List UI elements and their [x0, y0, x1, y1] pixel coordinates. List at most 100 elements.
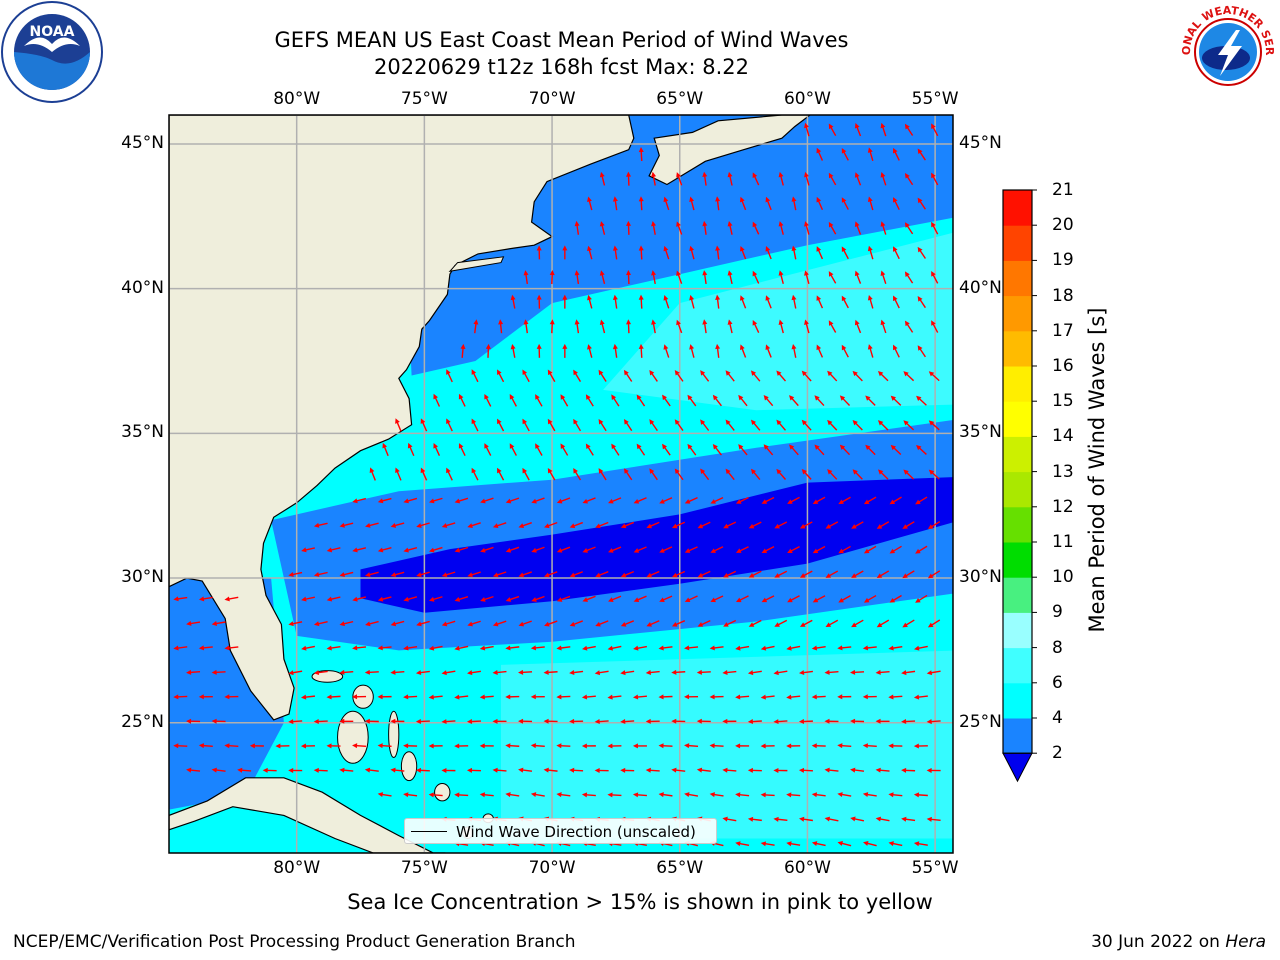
- lon-label-top: 55°W: [911, 89, 959, 109]
- wave-arrowhead: [662, 443, 667, 450]
- wave-arrowhead: [636, 394, 642, 401]
- wave-arrowhead: [536, 294, 542, 300]
- wave-arrowhead: [841, 246, 847, 252]
- wave-arrowhead: [649, 419, 655, 425]
- wave-arrowhead: [778, 171, 784, 178]
- wave-arrowhead: [377, 645, 383, 651]
- wave-arrowhead: [671, 767, 677, 773]
- colorbar-tick-label: 15: [1052, 391, 1074, 412]
- wave-arrowhead: [735, 645, 741, 651]
- wave-arrowhead: [725, 468, 731, 475]
- wave-arrowhead: [587, 344, 592, 350]
- colorbar-tick-label: 14: [1052, 426, 1074, 447]
- wave-arrowhead: [799, 816, 805, 822]
- wave-arrowhead: [485, 343, 491, 349]
- wave-arrowhead: [927, 524, 934, 530]
- wave-arrowhead: [543, 718, 549, 724]
- wave-arrowhead: [702, 171, 708, 178]
- wave-arrowhead: [735, 548, 742, 553]
- wave-arrowhead: [752, 270, 758, 277]
- wave-arrowhead: [761, 499, 768, 504]
- wave-arrowhead: [658, 792, 664, 798]
- wave-arrowhead: [224, 743, 230, 749]
- wave-arrowhead: [854, 221, 860, 227]
- wave-arrowhead: [676, 270, 681, 277]
- wave-arrowhead: [811, 645, 818, 651]
- wave-arrowhead: [569, 523, 576, 529]
- wave-arrowhead: [377, 498, 384, 504]
- wave-arrowhead: [441, 767, 447, 773]
- wave-arrowhead: [865, 395, 871, 401]
- wave-arrowhead: [403, 547, 409, 553]
- wave-arrowhead: [709, 792, 715, 798]
- wave-arrowhead: [505, 645, 511, 651]
- lon-label-top: 75°W: [400, 89, 448, 109]
- wave-arrowhead: [876, 524, 883, 529]
- wave-arrowhead: [814, 395, 820, 401]
- lon-label-bottom: 75°W: [400, 858, 448, 878]
- wave-arrowhead: [889, 499, 896, 505]
- wave-arrowhead: [651, 171, 657, 178]
- wave-arrowhead: [638, 196, 644, 202]
- wave-arrowhead: [689, 245, 695, 252]
- wave-arrowhead: [173, 645, 179, 651]
- wave-arrowhead: [735, 792, 741, 798]
- wave-arrowhead: [471, 418, 477, 425]
- wave-arrowhead: [623, 468, 629, 474]
- wave-arrowhead: [395, 418, 400, 424]
- wave-arrowhead: [611, 443, 617, 450]
- wave-arrowhead: [786, 792, 792, 798]
- wave-arrowhead: [620, 719, 626, 725]
- wave-arrowhead: [828, 221, 834, 228]
- wave-arrowhead: [547, 467, 553, 474]
- wave-arrowhead: [825, 524, 832, 529]
- wave-arrowhead: [415, 718, 421, 724]
- wave-arrowhead: [697, 622, 704, 627]
- wave-arrowhead: [522, 369, 528, 376]
- wave-arrowhead: [479, 743, 485, 749]
- wave-arrowhead: [917, 148, 923, 154]
- wave-arrowhead: [804, 122, 809, 129]
- nova-scotia-land: [648, 115, 811, 186]
- wave-arrowhead: [827, 469, 833, 475]
- colorbar-tick-label: 17: [1052, 320, 1074, 341]
- colorbar-tick-label: 18: [1052, 285, 1074, 306]
- wave-arrowhead: [804, 319, 809, 326]
- wave-arrowhead: [433, 393, 438, 400]
- wave-arrowhead: [687, 394, 693, 401]
- wave-arrowhead: [173, 743, 179, 749]
- colorbar-tick-label: 11: [1052, 532, 1074, 552]
- chart-subtitle: 20220629 t12z 168h fcst Max: 8.22: [374, 55, 749, 79]
- wave-arrowhead: [761, 548, 768, 553]
- lat-label-left: 35°N: [121, 422, 164, 443]
- wave-arrowhead: [928, 469, 935, 475]
- wave-arrowhead: [854, 122, 860, 129]
- wave-arrowhead: [927, 573, 934, 579]
- wave-arrowhead: [645, 767, 651, 773]
- wave-arrowhead: [709, 694, 715, 700]
- wave-arrowhead: [364, 718, 370, 724]
- wave-arrowhead: [917, 197, 923, 204]
- wave-arrowhead: [773, 670, 779, 676]
- wave-arrowhead: [492, 718, 498, 724]
- wave-arrowhead: [326, 694, 332, 700]
- wave-arrowhead: [786, 743, 792, 749]
- wave-arrowhead: [773, 816, 779, 822]
- wave-arrowhead: [467, 572, 473, 578]
- legend-label: Wind Wave Direction (unscaled): [456, 823, 696, 841]
- wave-arrowhead: [799, 622, 806, 627]
- wave-arrowhead: [765, 246, 771, 252]
- wave-arrowhead: [862, 694, 868, 700]
- wave-arrowhead: [903, 371, 909, 377]
- wave-arrowhead: [536, 343, 542, 349]
- wave-arrowhead: [684, 694, 690, 700]
- wave-arrowhead: [395, 467, 400, 474]
- wave-arrowhead: [390, 669, 396, 675]
- wave-arrowhead: [441, 523, 448, 528]
- wave-arrowhead: [750, 370, 757, 376]
- wave-arrowhead: [837, 743, 843, 749]
- wave-arrowhead: [837, 792, 843, 798]
- wave-arrowhead: [415, 767, 422, 773]
- north-america-land: [169, 115, 635, 721]
- wave-arrowhead: [364, 669, 370, 675]
